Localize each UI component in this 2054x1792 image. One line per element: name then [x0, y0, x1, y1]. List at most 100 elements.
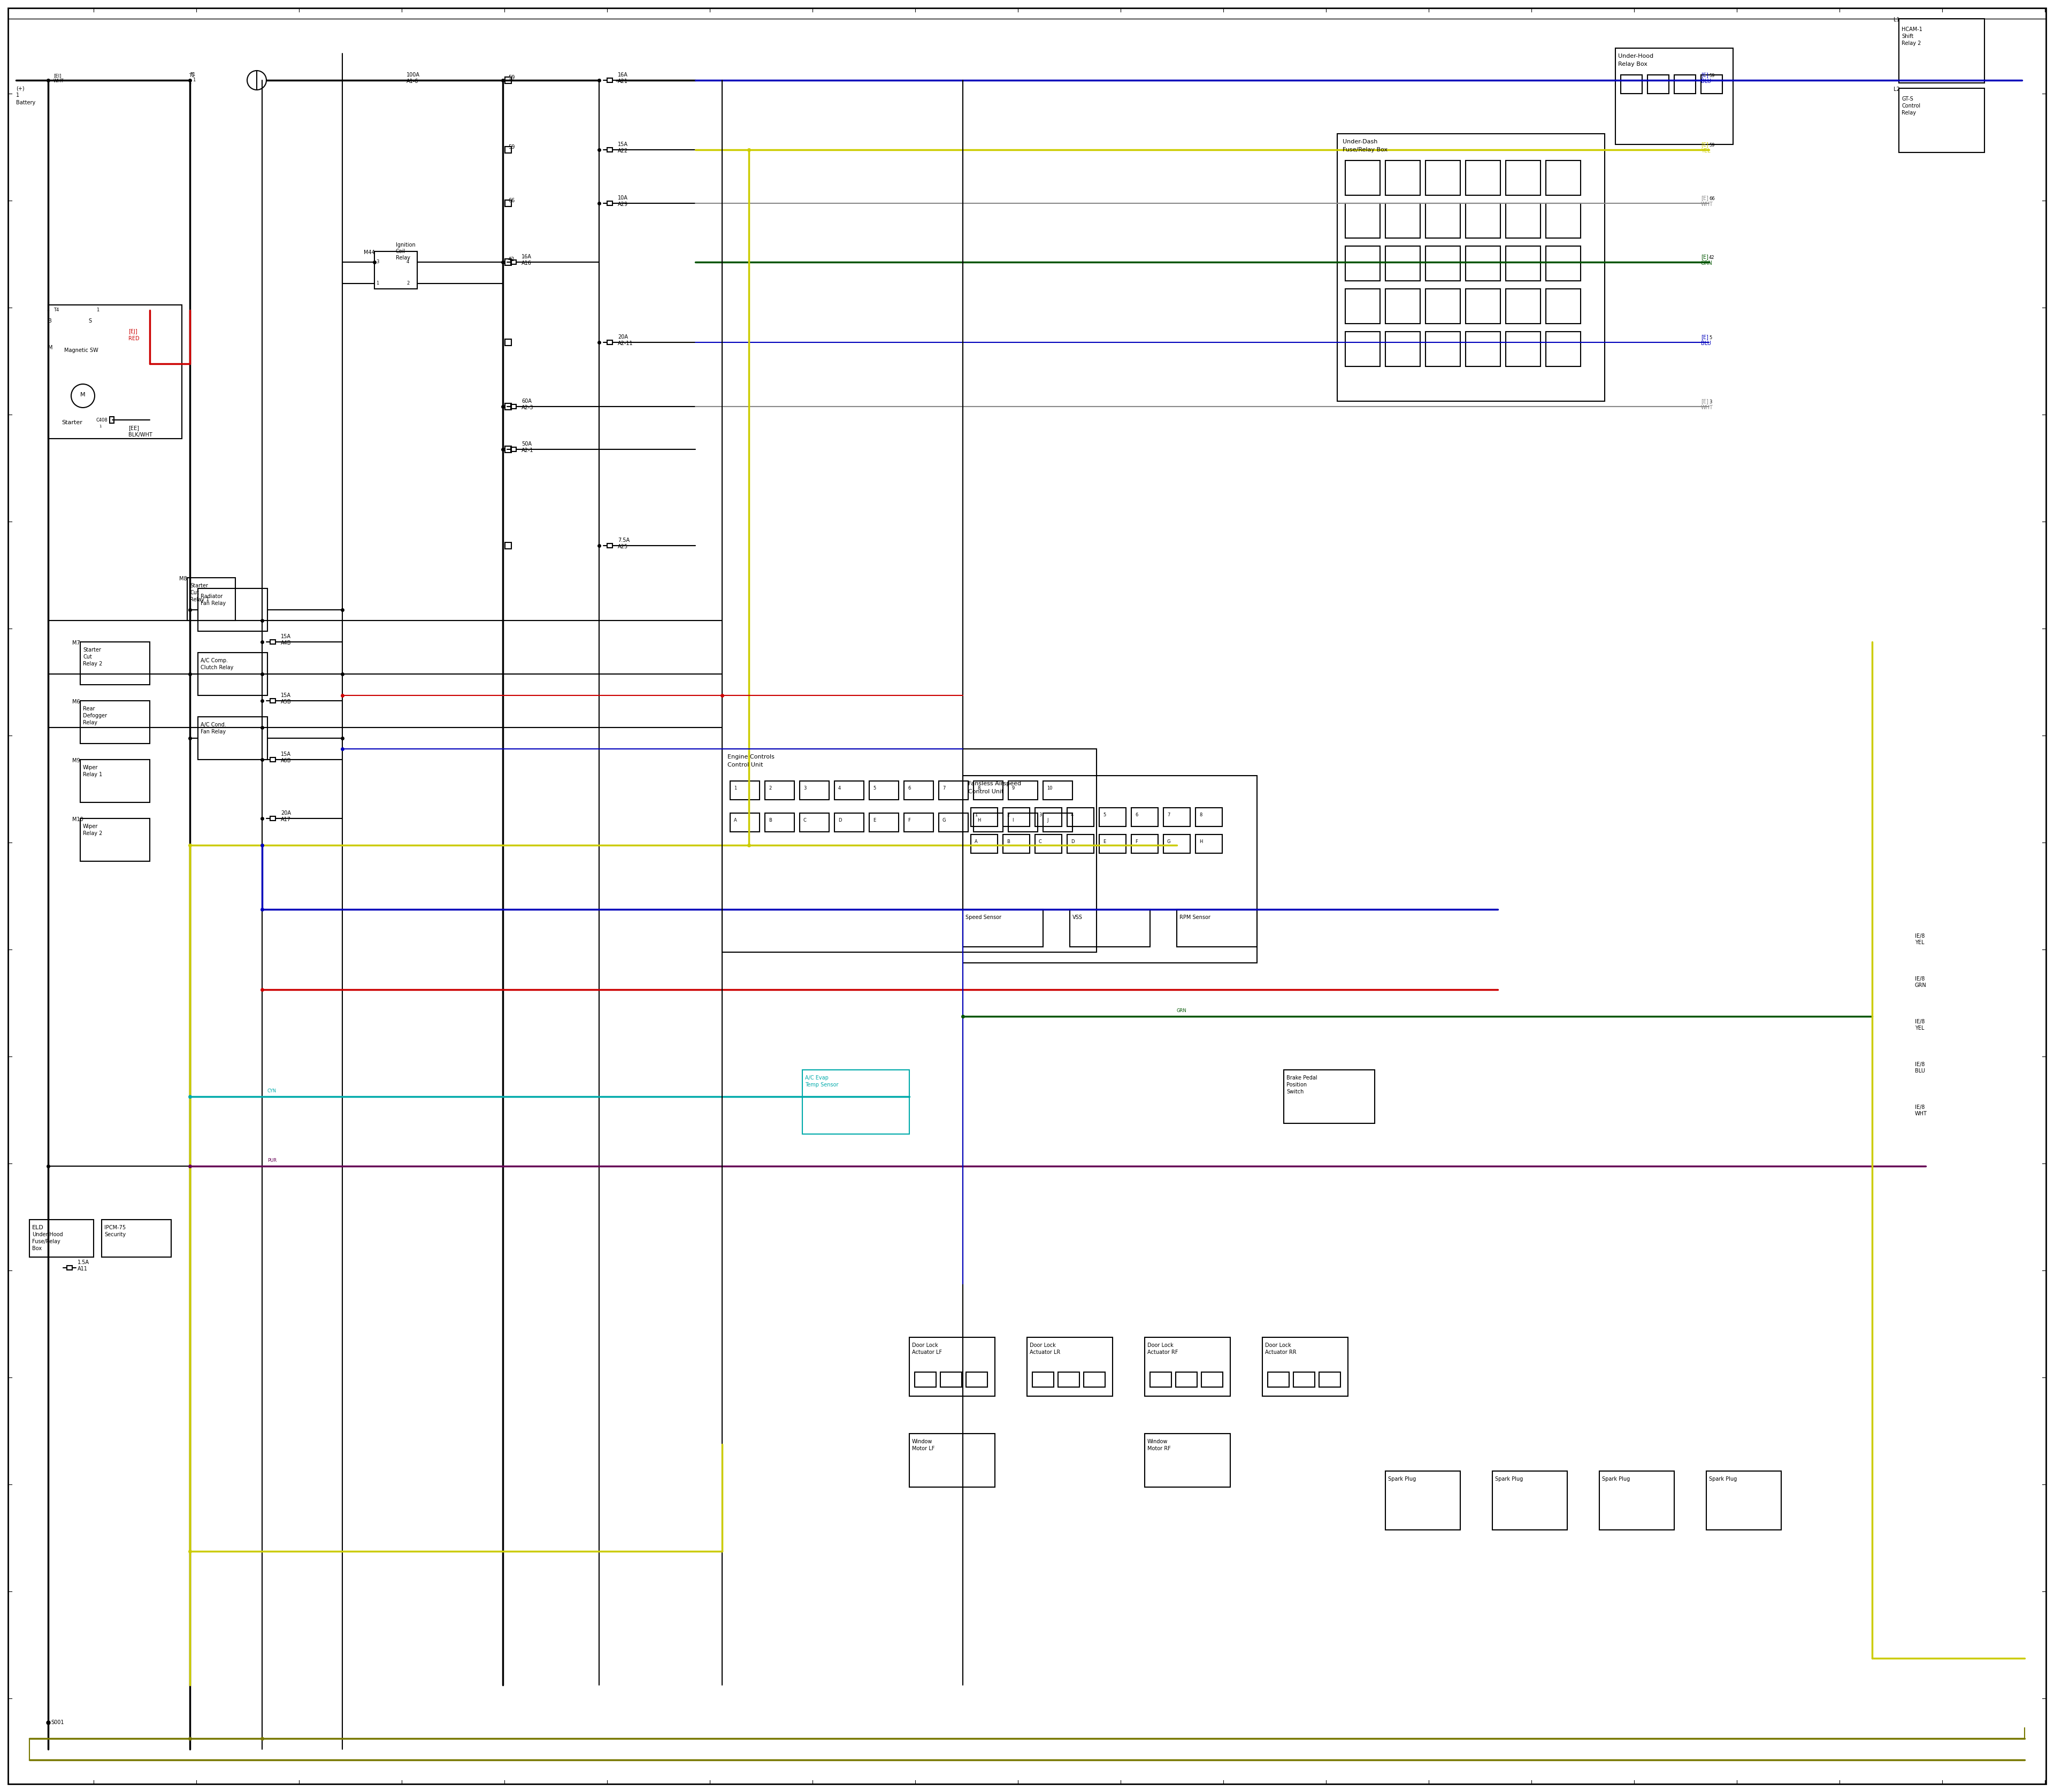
Bar: [910, 1337, 994, 1396]
Text: [EJ]: [EJ]: [127, 330, 138, 335]
Text: HCAM-1: HCAM-1: [1902, 27, 1923, 32]
Text: 3: 3: [1039, 812, 1041, 817]
Bar: [1085, 1373, 1105, 1387]
Text: Relay: Relay: [1902, 109, 1916, 115]
Text: Switch: Switch: [1286, 1090, 1304, 1095]
Text: A: A: [733, 817, 737, 823]
Bar: [1337, 134, 1604, 401]
Text: 66: 66: [507, 197, 516, 202]
Text: Door Lock: Door Lock: [1265, 1342, 1292, 1348]
Text: Control Unit: Control Unit: [967, 788, 1004, 794]
Bar: [1002, 808, 1029, 826]
Text: Fuse/Relay Box: Fuse/Relay Box: [1343, 147, 1389, 152]
Text: Relay: Relay: [82, 720, 97, 726]
Text: BLU: BLU: [1701, 340, 1711, 346]
Bar: [1547, 202, 1582, 238]
Text: Door Lock: Door Lock: [1148, 1342, 1173, 1348]
Text: A/C Comp.: A/C Comp.: [201, 658, 228, 663]
Bar: [1506, 202, 1540, 238]
Text: A2-11: A2-11: [618, 340, 633, 346]
Text: ELD: ELD: [33, 1226, 43, 1231]
Text: 59: 59: [507, 75, 516, 81]
Bar: [505, 339, 511, 346]
Bar: [1033, 1373, 1054, 1387]
Bar: [1384, 1471, 1460, 1530]
Bar: [974, 814, 1002, 831]
Text: Control Unit: Control Unit: [727, 762, 762, 767]
Text: M: M: [47, 346, 53, 351]
Text: WHT: WHT: [1914, 1111, 1927, 1116]
Text: A4B: A4B: [281, 640, 292, 645]
Text: C408: C408: [97, 418, 109, 423]
Text: Engine Controls: Engine Controls: [727, 754, 774, 760]
Text: B: B: [47, 319, 51, 324]
Bar: [1035, 808, 1062, 826]
Bar: [608, 79, 612, 82]
Bar: [1009, 781, 1037, 799]
Bar: [1506, 289, 1540, 324]
Text: VSS: VSS: [1072, 914, 1082, 919]
Text: Window: Window: [912, 1439, 933, 1444]
Bar: [80, 760, 150, 803]
Bar: [197, 717, 267, 760]
Bar: [271, 699, 275, 702]
Text: Cut: Cut: [189, 590, 199, 595]
Text: Starter: Starter: [82, 647, 101, 652]
Text: A29: A29: [618, 202, 629, 208]
Bar: [1068, 808, 1095, 826]
Text: Magnetic SW: Magnetic SW: [64, 348, 99, 353]
Bar: [47, 305, 183, 439]
Text: 7.5A: 7.5A: [618, 538, 631, 543]
Text: A21: A21: [618, 79, 629, 84]
Text: Fan Relay: Fan Relay: [201, 729, 226, 735]
Text: 1.5A: 1.5A: [78, 1260, 88, 1265]
Bar: [764, 781, 795, 799]
Bar: [939, 814, 967, 831]
Text: PUR: PUR: [267, 1158, 277, 1163]
Text: Window: Window: [1148, 1439, 1169, 1444]
Bar: [271, 817, 275, 821]
Text: [EE]: [EE]: [127, 425, 140, 430]
Bar: [1547, 246, 1582, 281]
Text: Spark Plug: Spark Plug: [1389, 1477, 1415, 1482]
Bar: [187, 577, 236, 620]
Text: 59: 59: [1709, 143, 1715, 149]
Bar: [1493, 1471, 1567, 1530]
Bar: [505, 403, 511, 410]
Text: 1: 1: [733, 785, 737, 790]
Bar: [965, 1373, 988, 1387]
Text: BLK/WHT: BLK/WHT: [127, 432, 152, 437]
Bar: [1467, 246, 1499, 281]
Bar: [1547, 161, 1582, 195]
Bar: [764, 814, 795, 831]
Bar: [1132, 835, 1158, 853]
Text: 3: 3: [1709, 400, 1711, 405]
Text: 5: 5: [873, 785, 875, 790]
Bar: [1425, 246, 1460, 281]
Text: [E]: [E]: [1701, 398, 1709, 403]
Text: 2: 2: [1006, 812, 1009, 817]
Text: Fuse/Relay: Fuse/Relay: [33, 1238, 60, 1244]
Text: 4: 4: [1070, 812, 1074, 817]
Bar: [80, 819, 150, 862]
Text: 100A: 100A: [407, 72, 419, 77]
Bar: [80, 642, 150, 685]
Text: Spark Plug: Spark Plug: [1709, 1477, 1738, 1482]
Text: 4: 4: [838, 785, 840, 790]
Text: Security: Security: [105, 1231, 125, 1236]
Bar: [1345, 246, 1380, 281]
Bar: [1319, 1373, 1341, 1387]
Text: [E]: [E]: [1701, 142, 1709, 147]
Bar: [972, 808, 998, 826]
Bar: [1043, 781, 1072, 799]
Text: YEL: YEL: [1701, 149, 1711, 154]
Text: 10A: 10A: [618, 195, 629, 201]
Text: Relay 2: Relay 2: [1902, 41, 1920, 47]
Text: Relay Box: Relay Box: [1619, 61, 1647, 66]
Text: B: B: [768, 817, 772, 823]
Text: 42: 42: [507, 256, 516, 262]
Text: Coil: Coil: [396, 249, 405, 254]
Bar: [1701, 75, 1723, 93]
Bar: [101, 1220, 170, 1256]
Text: Battery: Battery: [16, 100, 35, 106]
